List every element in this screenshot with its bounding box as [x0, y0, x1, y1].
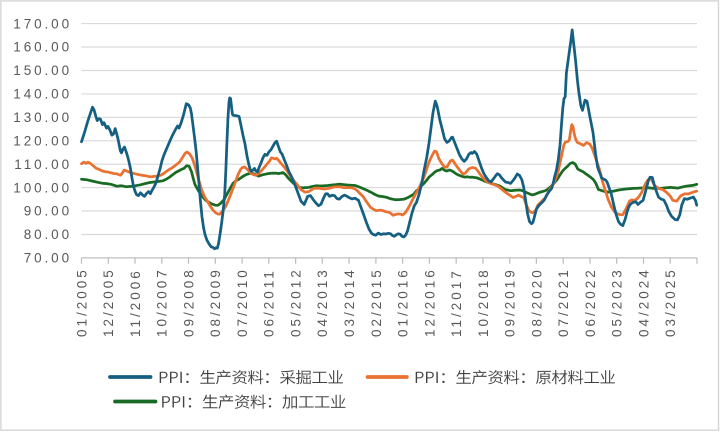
- svg-text:01/2005: 01/2005: [74, 267, 89, 337]
- svg-text:70.00: 70.00: [24, 251, 72, 266]
- svg-text:10/2018: 10/2018: [476, 267, 491, 337]
- svg-text:02/2015: 02/2015: [369, 267, 384, 337]
- svg-text:170.00: 170.00: [13, 16, 72, 31]
- svg-text:06/2022: 06/2022: [583, 267, 598, 337]
- svg-text:11/2017: 11/2017: [449, 268, 464, 337]
- svg-text:09/2019: 09/2019: [503, 267, 518, 337]
- svg-text:12/2005: 12/2005: [101, 267, 116, 337]
- svg-text:11/2006: 11/2006: [128, 268, 143, 337]
- svg-text:03/2025: 03/2025: [663, 267, 678, 337]
- svg-text:10/2007: 10/2007: [155, 267, 170, 337]
- svg-text:130.00: 130.00: [13, 110, 72, 125]
- svg-text:150.00: 150.00: [13, 63, 72, 78]
- svg-text:04/2024: 04/2024: [636, 267, 651, 337]
- svg-text:01/2016: 01/2016: [396, 267, 411, 337]
- svg-text:05/2023: 05/2023: [610, 267, 625, 337]
- svg-text:08/2009: 08/2009: [208, 267, 223, 337]
- svg-text:110.00: 110.00: [14, 157, 72, 172]
- svg-text:80.00: 80.00: [24, 227, 72, 242]
- svg-text:140.00: 140.00: [13, 87, 72, 102]
- svg-text:05/2012: 05/2012: [289, 267, 304, 337]
- svg-text:07/2010: 07/2010: [235, 267, 250, 337]
- svg-text:160.00: 160.00: [13, 40, 72, 55]
- svg-text:09/2008: 09/2008: [181, 267, 196, 337]
- svg-text:06/2011: 06/2011: [262, 268, 277, 337]
- svg-text:07/2021: 07/2021: [556, 267, 571, 337]
- svg-text:100.00: 100.00: [13, 180, 72, 195]
- svg-text:90.00: 90.00: [24, 204, 72, 219]
- svg-text:120.00: 120.00: [13, 133, 72, 148]
- svg-text:08/2020: 08/2020: [529, 267, 544, 337]
- svg-text:12/2016: 12/2016: [422, 267, 437, 337]
- svg-text:03/2014: 03/2014: [342, 267, 357, 337]
- svg-text:04/2013: 04/2013: [315, 267, 330, 337]
